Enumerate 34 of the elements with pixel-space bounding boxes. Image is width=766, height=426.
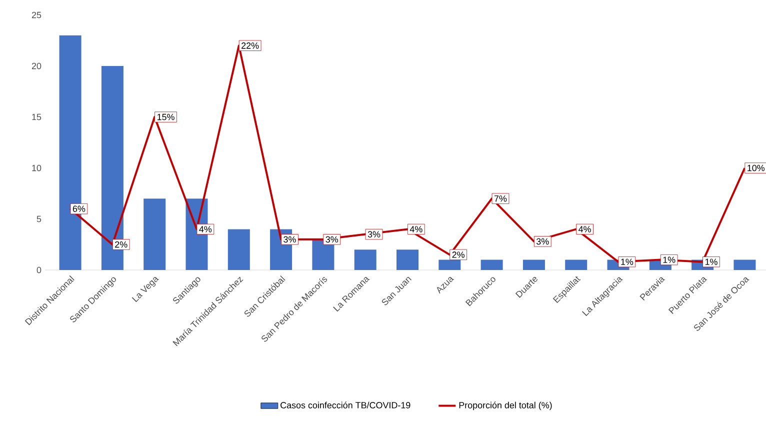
y-tick-label: 0 bbox=[36, 266, 42, 274]
data-label: 7% bbox=[494, 195, 507, 202]
y-tick-label: 15 bbox=[32, 114, 42, 120]
bar bbox=[734, 260, 756, 270]
data-label: 3% bbox=[284, 236, 296, 243]
legend-label: Casos coinfección TB/COVID-19 bbox=[280, 402, 410, 408]
bar bbox=[144, 198, 166, 270]
y-tick-label: 5 bbox=[36, 216, 42, 222]
data-label: 4% bbox=[578, 226, 591, 232]
data-label: 15% bbox=[157, 114, 174, 120]
y-tick-label: 10 bbox=[32, 164, 42, 172]
y-tick-label: 25 bbox=[32, 12, 42, 18]
data-label: 2% bbox=[115, 241, 128, 248]
bar bbox=[228, 229, 250, 270]
data-label: 2% bbox=[452, 252, 464, 258]
data-label: 4% bbox=[199, 226, 212, 232]
x-tick-label: La Vega bbox=[132, 277, 159, 302]
data-label: 1% bbox=[705, 258, 718, 265]
data-label: 3% bbox=[536, 238, 549, 245]
data-label: 3% bbox=[368, 231, 380, 238]
bar bbox=[396, 250, 419, 270]
bar bbox=[354, 250, 376, 270]
data-label: 22% bbox=[242, 42, 259, 49]
bar bbox=[480, 260, 503, 270]
data-label: 10% bbox=[748, 164, 765, 172]
data-label: 1% bbox=[663, 256, 676, 263]
bar bbox=[565, 260, 588, 270]
y-tick-label: 20 bbox=[32, 62, 42, 70]
data-label: 3% bbox=[326, 236, 338, 243]
data-label: 1% bbox=[621, 258, 634, 265]
data-label: 6% bbox=[72, 206, 86, 212]
legend-label: Proporción del total (%) bbox=[459, 402, 552, 410]
data-label: 4% bbox=[410, 226, 422, 232]
bar bbox=[522, 260, 545, 270]
